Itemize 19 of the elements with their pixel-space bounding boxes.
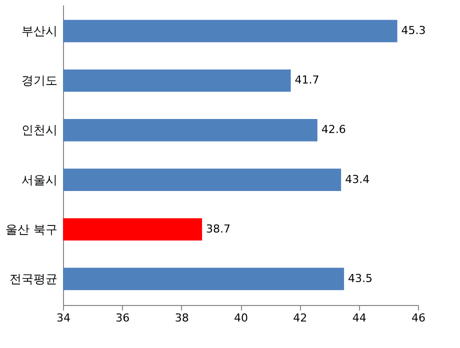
x-tick-label: 36 bbox=[116, 312, 130, 324]
y-tick-label: 경기도 bbox=[22, 74, 58, 88]
x-tick-label: 34 bbox=[56, 312, 70, 324]
y-tick-label: 인천시 bbox=[22, 123, 58, 138]
data-label: 43.5 bbox=[348, 272, 373, 285]
x-tick-label: 44 bbox=[352, 312, 366, 324]
data-label: 41.7 bbox=[294, 74, 320, 87]
y-tick-label: 서울시 bbox=[22, 172, 58, 187]
data-label: 38.7 bbox=[206, 222, 231, 236]
y-tick-label: 부산시 bbox=[22, 24, 58, 38]
data-label: 43.4 bbox=[345, 172, 370, 186]
x-tick-label: 42 bbox=[293, 312, 308, 324]
x-tick-label: 40 bbox=[234, 312, 248, 324]
x-tick-label: 46 bbox=[412, 312, 426, 324]
y-tick-label: 전국평균 bbox=[10, 272, 58, 286]
data-label: 45.3 bbox=[401, 24, 426, 38]
data-label: 42.6 bbox=[321, 123, 346, 136]
x-tick-label: 38 bbox=[174, 312, 189, 324]
y-tick-label: 울산 북구 bbox=[6, 222, 58, 236]
